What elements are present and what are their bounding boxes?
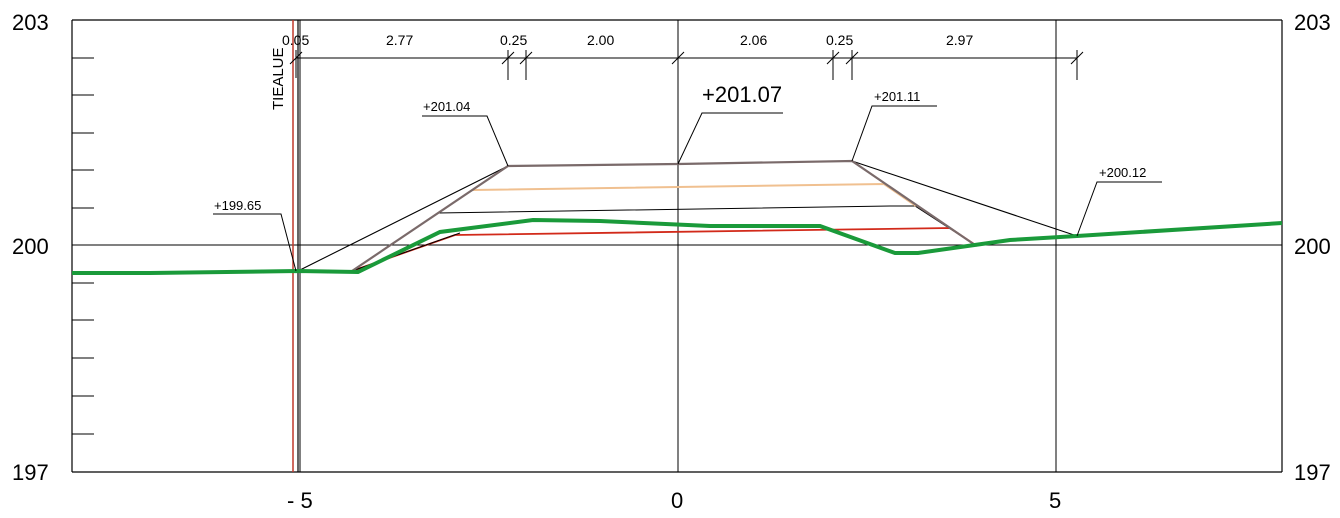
left-label-200: 200 [12,234,49,259]
dim-label-1: 0.05 [282,32,309,48]
tie-label: TIEALUE [270,47,287,110]
dimension-ticks [289,50,1084,80]
right-tie-slope [851,160,1078,237]
right-label-197: 197 [1294,460,1331,485]
elevation-callouts [213,105,1162,272]
elev-right-shoulder: +201.11 [874,89,920,104]
x-label-5: 5 [1049,488,1061,513]
x-label-0: 0 [671,488,683,513]
road-surface [351,159,976,272]
aggregate-layer [471,182,917,207]
dim-label-6: 0.25 [826,32,853,48]
base-layer-line [437,205,915,214]
left-ticks [72,57,94,435]
ground-line [72,217,1283,275]
left-tie-slope [297,165,509,272]
dim-label-3: 0.25 [500,32,527,48]
elev-center: +201.07 [702,82,782,107]
right-label-203: 203 [1294,10,1331,35]
elev-left-shoulder: +201.04 [423,99,470,114]
right-label-200: 200 [1294,234,1331,259]
dim-label-5: 2.06 [740,32,767,48]
elev-left-tie: +199.65 [214,198,261,213]
elev-right-tie: +200.12 [1099,165,1146,180]
x-label-neg5: - 5 [287,488,313,513]
left-label-197: 197 [12,460,49,485]
left-label-203: 203 [12,10,49,35]
dim-label-4: 2.00 [587,32,614,48]
dim-label-2: 2.77 [386,32,413,48]
dim-label-7: 2.97 [946,32,973,48]
